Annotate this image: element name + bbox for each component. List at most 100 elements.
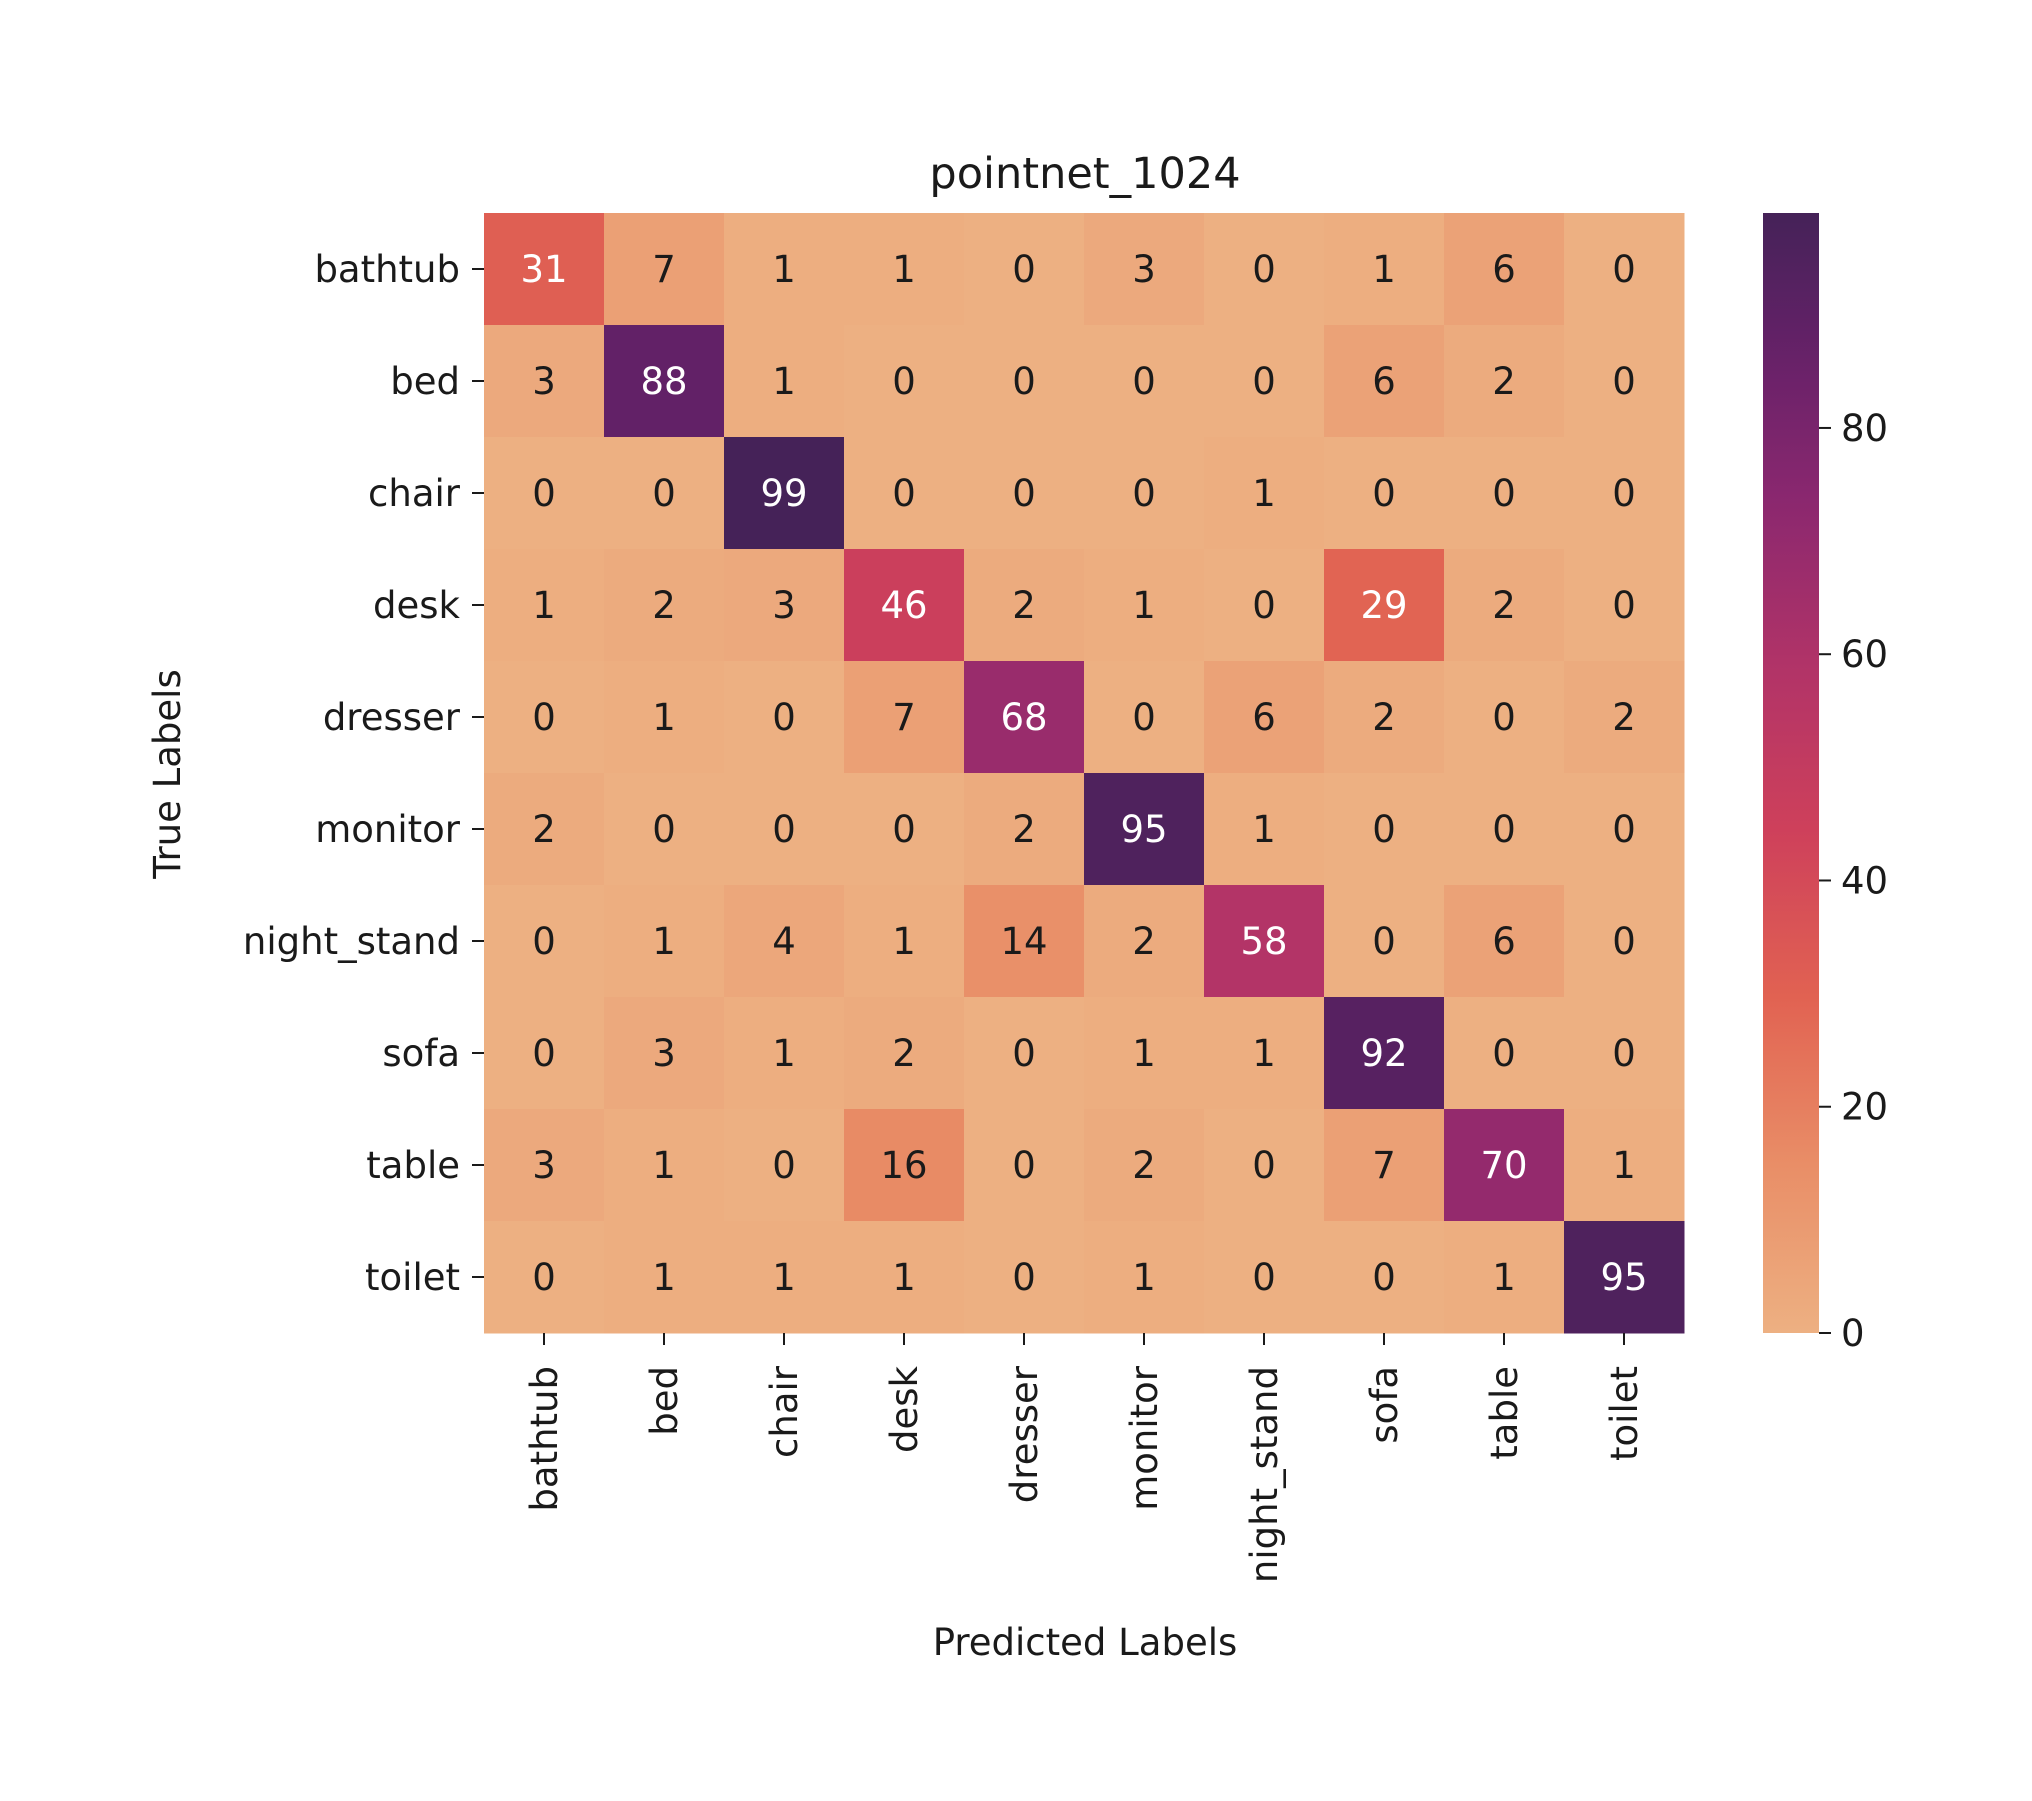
x-tick-label: dresser <box>1003 1365 1046 1503</box>
y-tick-label: night_stand <box>243 920 460 963</box>
cell-value-label: 3 <box>1132 248 1156 291</box>
heatmap-cell <box>844 213 965 326</box>
cell-value-label: 46 <box>880 584 927 627</box>
cell-value-label: 0 <box>1012 1256 1036 1299</box>
cell-value-label: 0 <box>1612 472 1636 515</box>
cell-value-label: 0 <box>892 808 916 851</box>
cell-value-label: 1 <box>1252 1032 1276 1075</box>
heatmap-cell <box>1084 885 1205 998</box>
cell-value-label: 99 <box>760 472 807 515</box>
heatmap-cell <box>1324 1109 1445 1222</box>
cell-value-label: 0 <box>772 696 796 739</box>
cell-value-label: 70 <box>1480 1144 1527 1187</box>
heatmap-cell <box>604 885 725 998</box>
cell-value-label: 1 <box>1132 1032 1156 1075</box>
x-tick-label: toilet <box>1603 1366 1646 1461</box>
cell-value-label: 0 <box>892 360 916 403</box>
heatmap-cell <box>1084 773 1205 886</box>
heatmap-cell <box>1204 437 1325 550</box>
cell-value-label: 2 <box>1132 1144 1156 1187</box>
cell-value-label: 0 <box>772 1144 796 1187</box>
heatmap-cell <box>724 437 845 550</box>
cell-value-label: 2 <box>892 1032 916 1075</box>
heatmap-cell <box>1084 661 1205 774</box>
heatmap-cell <box>964 885 1085 998</box>
cell-value-label: 0 <box>532 1256 556 1299</box>
heatmap-cell <box>1564 549 1685 662</box>
heatmap-cell <box>1564 997 1685 1110</box>
cell-value-label: 0 <box>1132 472 1156 515</box>
heatmap-cell <box>844 773 965 886</box>
heatmap-cell <box>844 885 965 998</box>
heatmap-cell <box>1324 661 1445 774</box>
heatmap-cell <box>484 661 605 774</box>
cell-value-label: 0 <box>1372 920 1396 963</box>
heatmap-cell <box>724 1109 845 1222</box>
heatmap-cell <box>724 997 845 1110</box>
heatmap-cell <box>964 549 1085 662</box>
cell-value-label: 1 <box>532 584 556 627</box>
heatmap-cell <box>1324 325 1445 438</box>
cell-value-label: 2 <box>532 808 556 851</box>
colorbar-tick-label: 40 <box>1841 859 1888 902</box>
heatmap-cell <box>484 1109 605 1222</box>
heatmap-cell <box>1564 1109 1685 1222</box>
cell-value-label: 0 <box>1012 1144 1036 1187</box>
heatmap-cell <box>1564 437 1685 550</box>
heatmap-cell <box>604 325 725 438</box>
cell-value-label: 0 <box>1132 696 1156 739</box>
cell-value-label: 1 <box>652 696 676 739</box>
y-axis-ticks: bathtub bed chair desk dresser monitor night_s… <box>243 248 484 1299</box>
x-tick-label: table <box>1483 1366 1526 1460</box>
y-tick-label: table <box>366 1144 460 1187</box>
colorbar-tick-label: 60 <box>1841 633 1888 676</box>
cell-value-label: 2 <box>1492 584 1516 627</box>
cell-value-label: 68 <box>1000 696 1047 739</box>
cell-value-label: 1 <box>892 920 916 963</box>
heatmap-cell <box>1444 1109 1565 1222</box>
y-tick-label: bathtub <box>314 248 460 291</box>
heatmap-cell <box>604 213 725 326</box>
cell-value-label: 0 <box>1012 248 1036 291</box>
cell-value-label: 1 <box>1132 1256 1156 1299</box>
heatmap-cell <box>1444 549 1565 662</box>
cell-value-label: 1 <box>772 360 796 403</box>
cell-value-label: 6 <box>1492 248 1516 291</box>
heatmap-cell <box>1084 997 1205 1110</box>
cell-value-label: 0 <box>1612 248 1636 291</box>
cell-value-label: 0 <box>1372 1256 1396 1299</box>
cell-value-label: 6 <box>1492 920 1516 963</box>
cell-value-label: 0 <box>532 920 556 963</box>
cell-value-label: 1 <box>772 1032 796 1075</box>
cell-value-label: 0 <box>1612 1032 1636 1075</box>
colorbar-tick-label: 0 <box>1841 1312 1865 1355</box>
heatmap-cell <box>1444 325 1565 438</box>
heatmap-cell <box>1444 885 1565 998</box>
heatmap-cell <box>964 997 1085 1110</box>
heatmap-cell <box>964 773 1085 886</box>
heatmap-cell <box>964 325 1085 438</box>
x-axis-label: Predicted Labels <box>933 1621 1238 1664</box>
heatmap-cell <box>1564 1221 1685 1334</box>
cell-value-label: 95 <box>1600 1256 1647 1299</box>
cell-value-label: 0 <box>532 1032 556 1075</box>
cell-value-label: 1 <box>1372 248 1396 291</box>
cell-value-label: 0 <box>1372 472 1396 515</box>
heatmap-cell <box>844 549 965 662</box>
cell-value-label: 1 <box>772 1256 796 1299</box>
cell-value-label: 0 <box>532 472 556 515</box>
cell-value-label: 3 <box>652 1032 676 1075</box>
heatmap-cell <box>484 997 605 1110</box>
colorbar-gradient <box>1763 213 1819 1333</box>
heatmap-cell <box>1564 325 1685 438</box>
heatmap-cell <box>1444 997 1565 1110</box>
heatmap-cell <box>724 549 845 662</box>
cell-value-label: 0 <box>1612 360 1636 403</box>
cell-value-label: 6 <box>1252 696 1276 739</box>
cell-value-label: 1 <box>1492 1256 1516 1299</box>
cell-value-label: 2 <box>1492 360 1516 403</box>
heatmap-cell <box>844 325 965 438</box>
heatmap-cell <box>484 885 605 998</box>
heatmap-cell <box>484 325 605 438</box>
